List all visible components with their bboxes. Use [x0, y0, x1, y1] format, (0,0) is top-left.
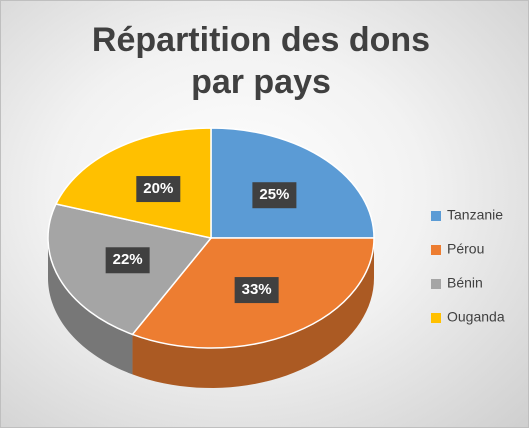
- data-label: 25%: [259, 186, 289, 203]
- legend-label: Ouganda: [447, 309, 505, 325]
- data-label-box: [105, 247, 150, 274]
- data-label: 33%: [242, 281, 272, 298]
- legend-label: Tanzanie: [447, 207, 503, 223]
- legend-swatch: [431, 245, 441, 255]
- chart-title: Répartition des dons par pays: [91, 21, 431, 101]
- slice: [54, 127, 212, 239]
- legend-label: Pérou: [447, 241, 484, 257]
- data-label-box: [252, 182, 297, 209]
- legend-label: Bénin: [447, 275, 483, 291]
- data-label: 20%: [143, 180, 173, 197]
- legend-swatch: [431, 279, 441, 289]
- legend-swatch: [431, 211, 441, 221]
- data-label: 22%: [113, 251, 143, 268]
- legend-swatch: [431, 313, 441, 323]
- slice-side: [132, 238, 374, 388]
- data-label-box: [136, 176, 181, 203]
- data-label-box: [234, 277, 279, 304]
- slice-side: [48, 238, 133, 375]
